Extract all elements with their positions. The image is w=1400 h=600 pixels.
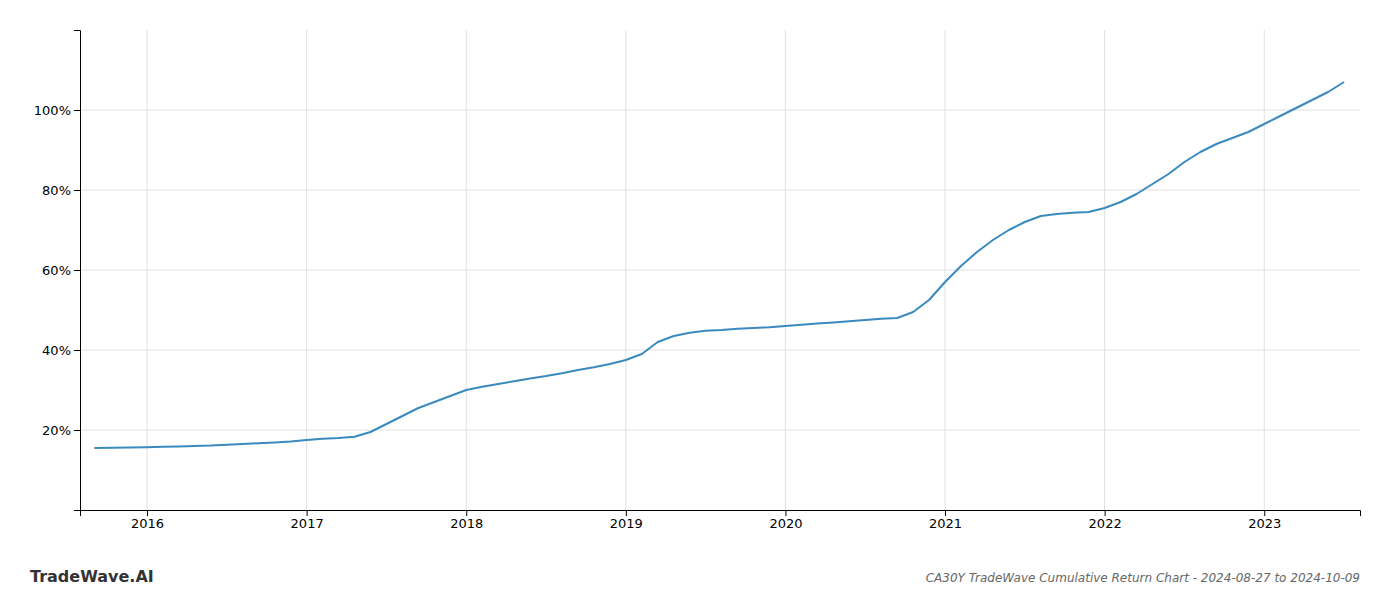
tick-label: 2020 xyxy=(769,516,802,531)
tick: 2023 xyxy=(1248,510,1281,531)
tick-mark xyxy=(74,430,80,431)
tick: 80% xyxy=(42,183,80,198)
tick: 2022 xyxy=(1089,510,1122,531)
tick-label: 2017 xyxy=(291,516,324,531)
tick-label: 2022 xyxy=(1089,516,1122,531)
tick-label: 20% xyxy=(42,423,71,438)
tick-mark xyxy=(1264,510,1265,516)
watermark: TradeWave.AI xyxy=(30,567,154,586)
tick-mark xyxy=(74,350,80,351)
grid-line-y xyxy=(80,270,1360,271)
tick-label: 100% xyxy=(34,103,71,118)
tick: 2017 xyxy=(291,510,324,531)
tick-mark xyxy=(74,270,80,271)
axis-line xyxy=(74,31,81,511)
grid-line-y xyxy=(80,350,1360,351)
tick: 40% xyxy=(42,343,80,358)
tick-mark xyxy=(1105,510,1106,516)
tick-label: 60% xyxy=(42,263,71,278)
plot-area: 2016 2017 2018 2019 2020 2021 2022 2023 20% 40% 60… xyxy=(34,30,1361,531)
tick: 2016 xyxy=(131,510,164,531)
tick-label: 2019 xyxy=(610,516,643,531)
tick: 2021 xyxy=(929,510,962,531)
grid-line-y xyxy=(80,430,1360,431)
tick-mark xyxy=(74,190,80,191)
tick-label: 2018 xyxy=(450,516,483,531)
tick-mark xyxy=(74,110,80,111)
tick-mark xyxy=(785,510,786,516)
tick-label: 2016 xyxy=(131,516,164,531)
tick-label: 40% xyxy=(42,343,71,358)
grid xyxy=(80,30,1360,510)
tick: 2020 xyxy=(769,510,802,531)
y-axis: 20% 40% 60% 80% 100% xyxy=(34,31,81,511)
tick-mark xyxy=(626,510,627,516)
title: CA30Y TradeWave Cumulative Return Chart … xyxy=(926,571,1360,585)
tick: 2018 xyxy=(450,510,483,531)
grid-line-y xyxy=(80,190,1360,191)
tick-mark xyxy=(307,510,308,516)
tick-mark xyxy=(147,510,148,516)
axis-line xyxy=(81,511,1361,517)
tick-mark xyxy=(945,510,946,516)
x-axis: 2016 2017 2018 2019 2020 2021 2022 2023 xyxy=(81,510,1361,531)
tick: 20% xyxy=(42,423,80,438)
tick-label: 80% xyxy=(42,183,71,198)
tick: 100% xyxy=(34,103,80,118)
tick-label: 2021 xyxy=(929,516,962,531)
tick-mark xyxy=(466,510,467,516)
tick: 60% xyxy=(42,263,80,278)
tick-label: 2023 xyxy=(1248,516,1281,531)
line xyxy=(94,82,1344,448)
tick: 2019 xyxy=(610,510,643,531)
chart: 2016 2017 2018 2019 2020 2021 2022 2023 20% 40% 60… xyxy=(0,0,1400,600)
grid-line-y xyxy=(80,110,1360,111)
marks xyxy=(94,82,1344,448)
